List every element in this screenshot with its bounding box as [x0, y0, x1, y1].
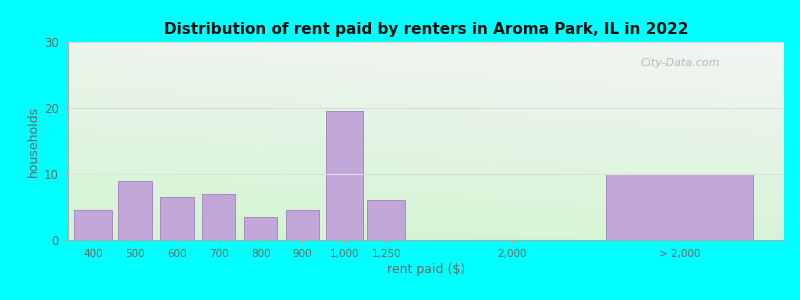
Bar	[74, 210, 112, 240]
Text: City-Data.com: City-Data.com	[641, 58, 720, 68]
Bar	[606, 174, 753, 240]
Bar	[244, 217, 278, 240]
Bar	[326, 111, 363, 240]
Bar	[202, 194, 235, 240]
Bar	[118, 181, 152, 240]
Bar	[160, 197, 194, 240]
Bar	[367, 200, 405, 240]
Title: Distribution of rent paid by renters in Aroma Park, IL in 2022: Distribution of rent paid by renters in …	[164, 22, 688, 37]
Bar	[286, 210, 319, 240]
Y-axis label: households: households	[27, 105, 40, 177]
X-axis label: rent paid ($): rent paid ($)	[387, 263, 465, 276]
